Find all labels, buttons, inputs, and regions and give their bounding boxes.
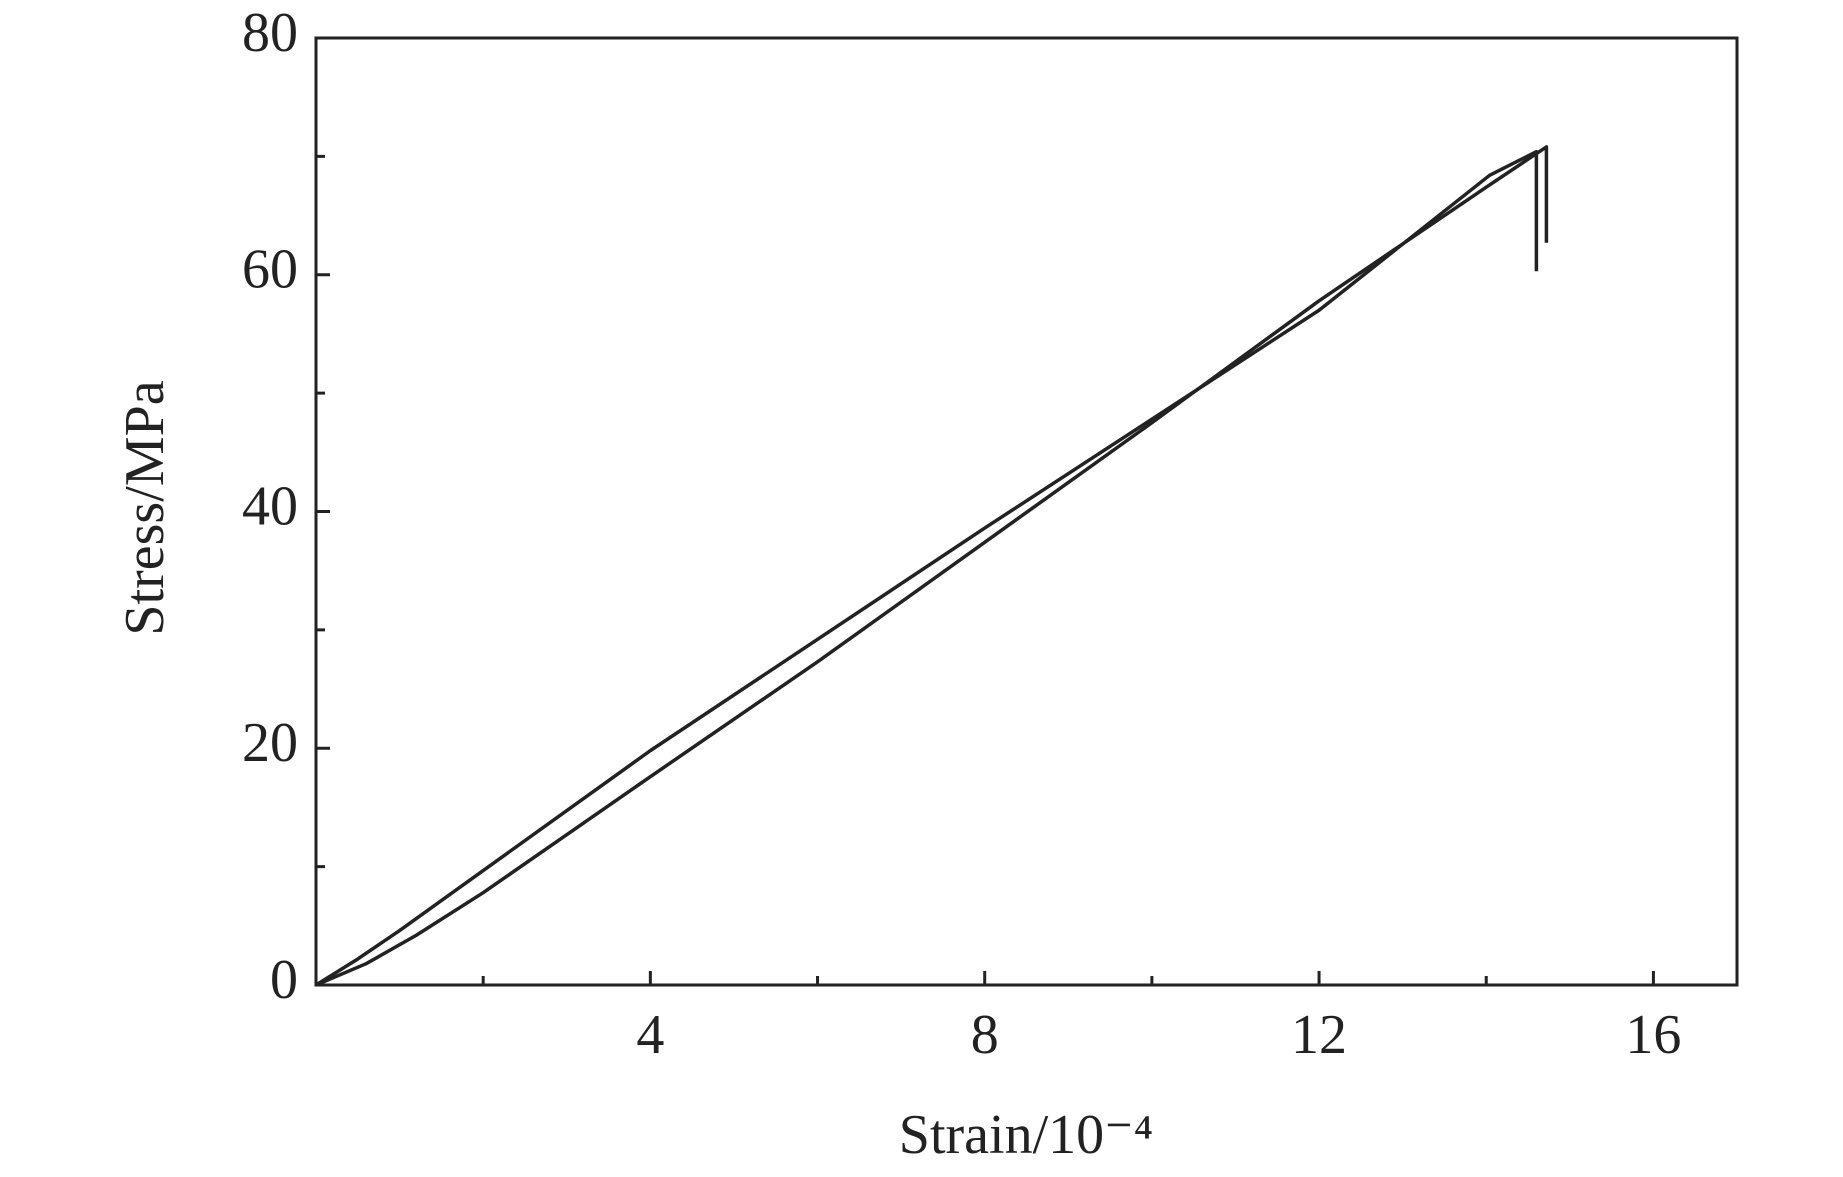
series-line — [315, 145, 1549, 987]
x-tick-label: 16 — [1625, 1004, 1681, 1066]
y-tick-label: 20 — [242, 712, 298, 774]
y-tick-label: 80 — [242, 2, 298, 64]
y-tick-label: 0 — [270, 949, 298, 1011]
y-axis-label: Stress/MPa — [114, 380, 176, 635]
x-tick-label: 8 — [971, 1004, 999, 1066]
y-tick-label: 60 — [242, 239, 298, 301]
y-tick-label: 40 — [242, 475, 298, 537]
x-tick-label: 12 — [1291, 1004, 1347, 1066]
x-axis-label: Strain/10⁻⁴ — [899, 1104, 1153, 1166]
series-line — [315, 149, 1539, 987]
x-tick-label: 4 — [636, 1004, 664, 1066]
